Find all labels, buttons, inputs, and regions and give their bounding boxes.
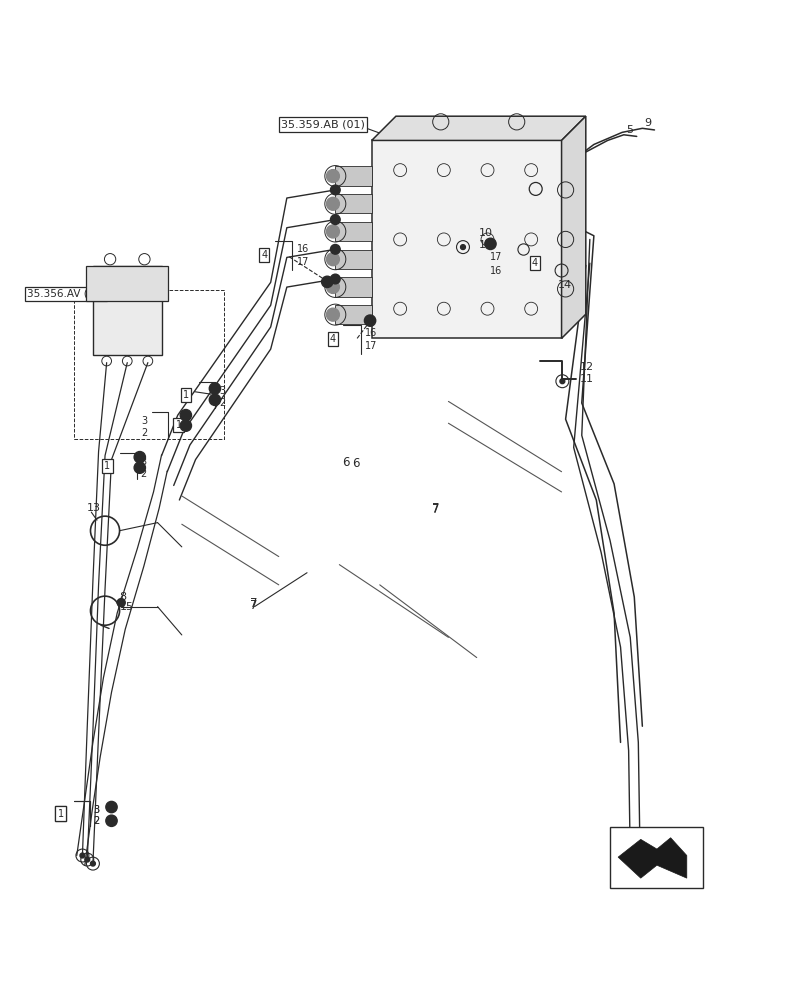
Bar [372,140,562,338]
Circle shape [330,244,340,254]
Circle shape [326,170,339,183]
Text: 6: 6 [342,456,349,469]
Circle shape [85,857,90,862]
Text: 3: 3 [94,805,100,815]
Text: 10: 10 [479,228,493,238]
Text: 17: 17 [365,341,377,351]
Bar [335,166,372,186]
Circle shape [326,225,339,238]
Bar [74,290,224,439]
Text: 6: 6 [351,457,360,470]
Circle shape [364,315,376,326]
Text: 8: 8 [120,592,127,602]
Circle shape [326,280,339,293]
Text: 7: 7 [250,599,258,612]
Polygon shape [372,116,586,140]
Circle shape [106,801,117,813]
Text: 16: 16 [297,244,309,254]
Circle shape [134,462,145,473]
Circle shape [106,815,117,826]
Text: 5: 5 [626,125,633,135]
Text: 12: 12 [580,362,594,372]
Circle shape [330,215,340,224]
Circle shape [461,245,465,250]
Text: 1: 1 [57,809,64,819]
Text: 2: 2 [94,816,100,826]
Text: 17: 17 [297,257,309,267]
Text: 7: 7 [250,597,258,610]
Text: 4: 4 [532,258,538,268]
Text: 1: 1 [57,809,64,819]
Bar [86,266,168,301]
Text: 4: 4 [330,334,336,344]
Bar [610,827,703,888]
Text: 16: 16 [490,266,503,276]
Circle shape [180,420,191,431]
Polygon shape [618,838,687,878]
Bar [335,277,372,297]
Circle shape [80,853,85,858]
Text: 16: 16 [365,328,377,338]
Text: 3: 3 [141,416,148,426]
Text: 7: 7 [432,502,440,515]
Bar [335,305,372,324]
Circle shape [560,379,565,384]
Text: 1: 1 [175,420,182,430]
Text: 1: 1 [104,461,111,471]
Text: 2: 2 [219,398,225,408]
Circle shape [134,452,145,463]
Circle shape [90,861,95,866]
Text: 15: 15 [120,602,133,612]
Circle shape [330,274,340,284]
Circle shape [322,276,333,287]
Text: 2: 2 [94,816,100,826]
Circle shape [326,197,339,210]
Circle shape [209,383,221,394]
Text: 35.356.AV (01): 35.356.AV (01) [27,289,105,299]
Text: 2: 2 [141,469,147,479]
Text: 9: 9 [644,118,651,128]
Text: 3: 3 [94,805,100,815]
Circle shape [330,185,340,195]
Text: 3: 3 [219,386,225,396]
Text: 11: 11 [580,374,594,384]
Bar [335,194,372,213]
Text: 3: 3 [141,457,147,467]
Bar [93,266,162,355]
Text: 7: 7 [432,503,440,516]
Circle shape [326,253,339,266]
Circle shape [209,394,221,405]
Circle shape [326,308,339,321]
Text: 2: 2 [141,428,148,438]
Text: 14: 14 [558,280,571,290]
Text: 13: 13 [87,503,101,513]
Text: 1: 1 [183,390,189,400]
Text: 35.359.AB (01): 35.359.AB (01) [281,119,365,129]
Circle shape [117,599,125,607]
Polygon shape [562,116,586,338]
Circle shape [180,410,191,421]
Bar [335,222,372,241]
Text: 4: 4 [261,250,267,260]
Text: 11: 11 [479,240,493,250]
Text: 17: 17 [490,252,503,262]
Circle shape [485,238,496,250]
Bar [335,250,372,269]
